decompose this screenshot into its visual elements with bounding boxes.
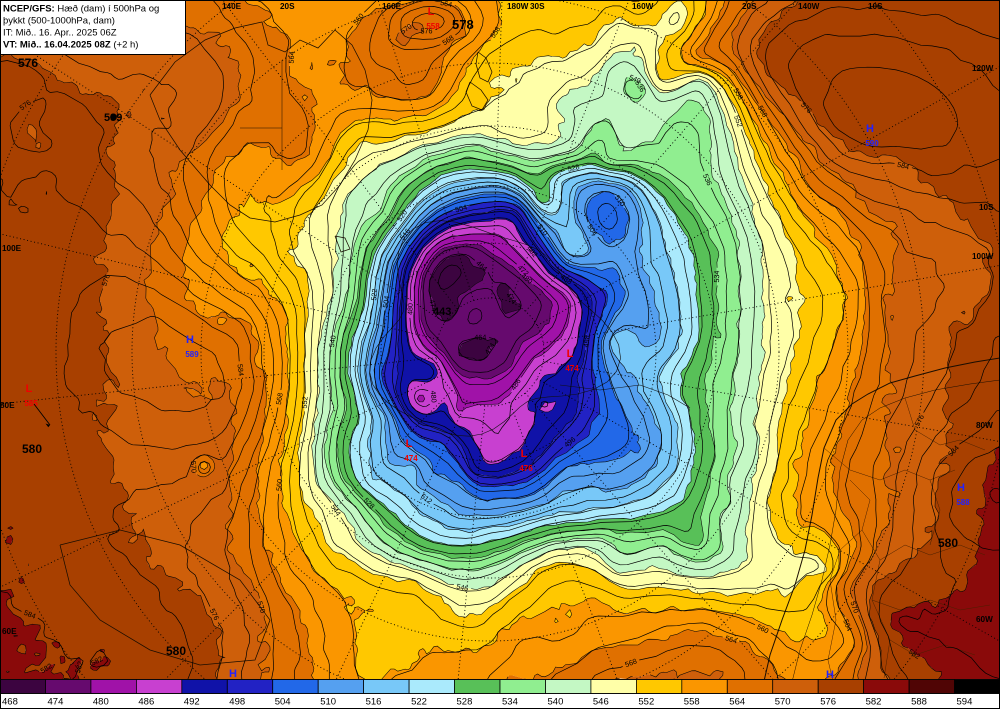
svg-text:534: 534: [502, 697, 518, 708]
svg-text:584: 584: [23, 608, 37, 621]
svg-text:464: 464: [474, 333, 486, 342]
svg-text:522: 522: [411, 697, 427, 708]
svg-text:558: 558: [684, 697, 700, 708]
svg-text:H: H: [866, 123, 874, 135]
svg-text:552: 552: [638, 697, 654, 708]
svg-text:568: 568: [624, 656, 638, 669]
svg-text:590: 590: [865, 139, 879, 148]
svg-text:474: 474: [565, 364, 579, 373]
svg-text:552: 552: [732, 114, 744, 128]
svg-text:180W: 180W: [507, 2, 529, 11]
svg-text:443: 443: [433, 306, 451, 318]
svg-text:480: 480: [93, 697, 109, 708]
svg-text:H: H: [957, 482, 965, 494]
svg-text:588: 588: [911, 697, 927, 708]
svg-text:589: 589: [185, 350, 199, 359]
svg-text:474: 474: [427, 298, 439, 312]
svg-text:L: L: [428, 6, 435, 18]
svg-text:558: 558: [426, 22, 440, 31]
svg-text:474: 474: [48, 697, 64, 708]
svg-text:582: 582: [866, 697, 882, 708]
svg-text:582: 582: [73, 660, 85, 674]
svg-text:468: 468: [2, 697, 18, 708]
svg-text:NCEP/GFS: Hæð (dam) í 500hPa o: NCEP/GFS: Hæð (dam) í 500hPa og: [3, 4, 159, 15]
svg-text:534: 534: [712, 271, 721, 283]
svg-text:540: 540: [327, 335, 338, 348]
svg-text:504: 504: [381, 295, 392, 308]
svg-text:L: L: [521, 448, 528, 460]
svg-text:486: 486: [138, 697, 154, 708]
svg-text:504: 504: [275, 697, 291, 708]
svg-text:546: 546: [593, 697, 609, 708]
svg-text:564: 564: [724, 633, 738, 645]
svg-text:498: 498: [229, 697, 245, 708]
svg-text:H: H: [229, 668, 237, 680]
svg-text:594: 594: [957, 697, 973, 708]
svg-text:20S: 20S: [280, 2, 295, 11]
svg-text:570: 570: [189, 461, 199, 474]
svg-text:L: L: [567, 348, 574, 360]
svg-text:VT: Mið.. 16.04.2025 08Z (+2 h: VT: Mið.. 16.04.2025 08Z (+2 h): [3, 40, 138, 51]
svg-text:H: H: [186, 334, 194, 346]
svg-text:60W: 60W: [976, 615, 993, 624]
svg-text:60E: 60E: [2, 627, 17, 636]
svg-text:570: 570: [255, 600, 267, 614]
svg-text:576: 576: [18, 56, 38, 70]
svg-text:564: 564: [729, 697, 745, 708]
svg-text:480: 480: [429, 390, 439, 403]
svg-text:160W: 160W: [632, 2, 654, 11]
svg-text:L: L: [406, 438, 413, 450]
svg-text:120W: 120W: [972, 64, 994, 73]
svg-text:10S: 10S: [868, 2, 883, 11]
svg-text:580: 580: [166, 644, 186, 658]
svg-text:585: 585: [24, 399, 38, 408]
svg-text:528: 528: [567, 162, 581, 174]
svg-text:536: 536: [701, 172, 714, 187]
svg-text:576: 576: [820, 697, 836, 708]
svg-text:560: 560: [274, 479, 284, 492]
svg-text:480: 480: [405, 303, 414, 315]
svg-text:100W: 100W: [972, 252, 994, 261]
svg-text:570: 570: [775, 697, 791, 708]
svg-text:540: 540: [548, 697, 564, 708]
svg-text:564: 564: [287, 51, 297, 64]
svg-text:140W: 140W: [798, 2, 820, 11]
svg-text:þykkt (500-1000hPa, dam): þykkt (500-1000hPa, dam): [3, 16, 115, 27]
svg-text:580: 580: [938, 536, 958, 550]
svg-text:564: 564: [841, 618, 854, 633]
svg-text:564: 564: [439, 0, 453, 9]
svg-text:510: 510: [320, 697, 336, 708]
svg-text:576: 576: [100, 273, 112, 287]
svg-text:160E: 160E: [382, 2, 402, 11]
svg-text:80E: 80E: [0, 401, 15, 410]
svg-text:80W: 80W: [976, 421, 993, 430]
svg-text:588: 588: [956, 498, 970, 507]
svg-text:IT: Mið.. 16. Apr.. 2025 06Z: IT: Mið.. 16. Apr.. 2025 06Z: [3, 28, 117, 39]
svg-text:522: 522: [369, 288, 379, 301]
svg-text:100E: 100E: [2, 244, 22, 253]
svg-text:20S: 20S: [742, 2, 757, 11]
svg-text:30S: 30S: [530, 2, 545, 11]
svg-text:476: 476: [519, 464, 533, 473]
svg-text:528: 528: [457, 697, 473, 708]
svg-text:584: 584: [896, 160, 910, 172]
svg-text:580: 580: [22, 442, 42, 456]
svg-text:584: 584: [236, 364, 246, 377]
svg-text:516: 516: [366, 697, 382, 708]
svg-text:570: 570: [848, 600, 861, 614]
svg-text:140E: 140E: [222, 2, 242, 11]
svg-text:10S: 10S: [979, 203, 994, 212]
svg-text:L: L: [26, 383, 33, 395]
svg-text:578: 578: [452, 17, 474, 32]
svg-text:568: 568: [274, 392, 285, 405]
svg-text:474: 474: [404, 454, 418, 463]
svg-text:576: 576: [420, 26, 432, 35]
svg-text:540: 540: [628, 72, 643, 85]
svg-text:504: 504: [454, 202, 468, 214]
svg-text:492: 492: [184, 697, 200, 708]
svg-text:498: 498: [581, 335, 591, 348]
svg-text:H: H: [826, 669, 834, 681]
svg-text:546: 546: [456, 582, 470, 593]
svg-text:552: 552: [300, 396, 310, 409]
